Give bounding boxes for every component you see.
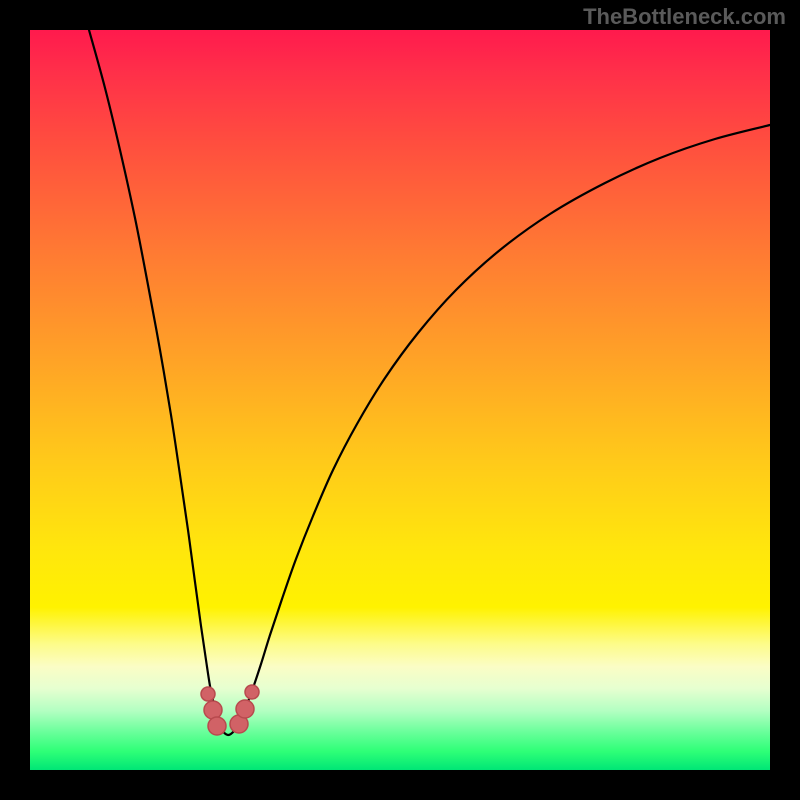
data-marker xyxy=(245,685,259,699)
marker-group xyxy=(201,685,259,735)
chart-frame: TheBottleneck.com xyxy=(0,0,800,800)
watermark-text: TheBottleneck.com xyxy=(583,4,786,30)
data-marker xyxy=(236,700,254,718)
plot-area xyxy=(30,30,770,770)
data-marker xyxy=(204,701,222,719)
curve-layer xyxy=(30,30,770,770)
bottleneck-curve xyxy=(89,30,770,735)
data-marker xyxy=(201,687,215,701)
data-marker xyxy=(208,717,226,735)
